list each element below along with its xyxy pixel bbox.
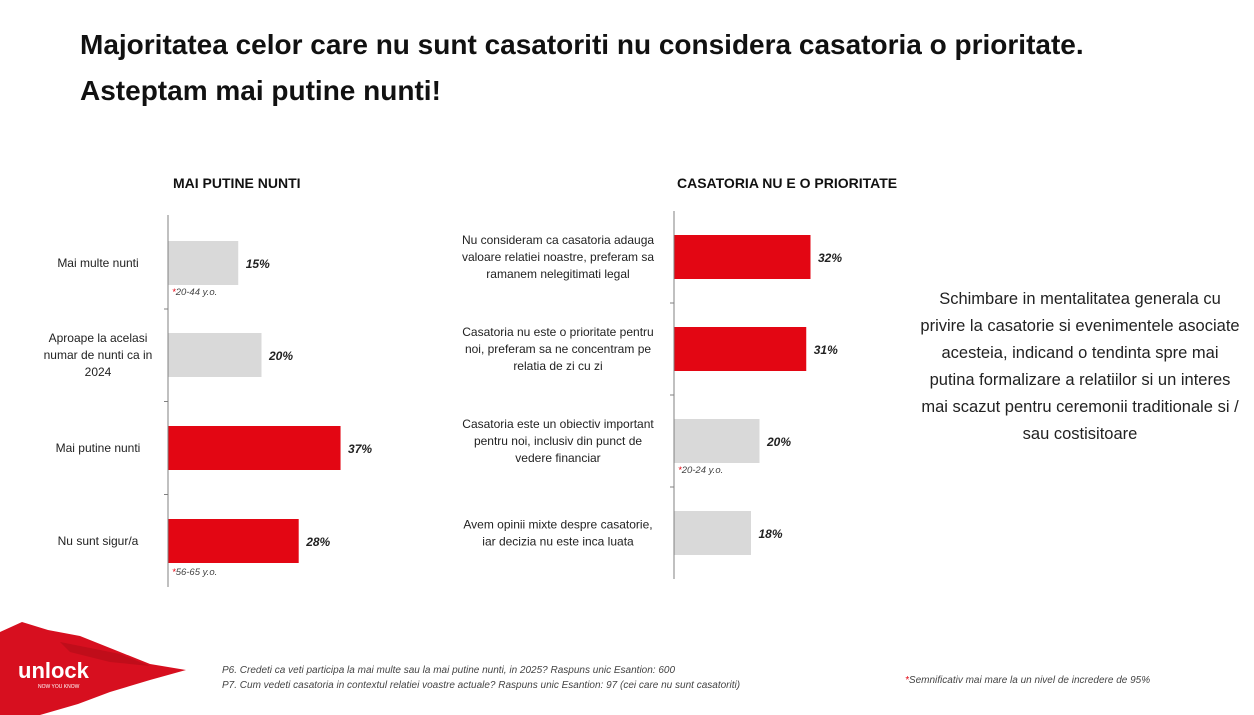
chart-2-title: CASATORIA NU E O PRIORITATE bbox=[677, 175, 898, 191]
chart-casatoria-nu-e-o-prioritate: 32% Nu consideram ca casatoria adauga valo… bbox=[462, 211, 842, 579]
bar bbox=[168, 333, 262, 377]
page-title-line-1: Majoritatea celor care nu sunt casatorit… bbox=[80, 29, 1084, 60]
logo-text: unlock bbox=[18, 658, 90, 683]
bar bbox=[168, 426, 341, 470]
chart-mai-putine-nunti: 15% Mai multe nunti *20-44 y.o. 20% Aproape … bbox=[44, 215, 372, 587]
value-label: 15% bbox=[246, 257, 270, 271]
significance-text: Semnificativ mai mare la un nivel de inc… bbox=[908, 675, 1151, 686]
bar bbox=[168, 519, 299, 563]
significance-annotation: *20-24 y.o. bbox=[678, 465, 723, 476]
bar bbox=[674, 419, 760, 463]
category-label: Casatoria este un obiectiv important pent… bbox=[462, 417, 654, 465]
significance-star: * bbox=[905, 675, 909, 686]
bar bbox=[674, 327, 807, 371]
category-label: Mai multe nunti bbox=[57, 256, 138, 270]
value-label: 18% bbox=[759, 527, 783, 541]
value-label: 28% bbox=[305, 535, 330, 549]
value-label: 20% bbox=[766, 435, 791, 449]
value-label: 32% bbox=[818, 251, 842, 265]
footnote-p7: P7. Cum vedeti casatoria in contextul re… bbox=[222, 680, 741, 691]
footnote-p6: P6. Credeti ca veti participa la mai mul… bbox=[222, 665, 676, 676]
footnotes: P6. Credeti ca veti participa la mai mul… bbox=[222, 663, 740, 693]
significance-annotation: *20-44 y.o. bbox=[172, 287, 217, 298]
category-label: Mai putine nunti bbox=[56, 441, 141, 455]
category-label: Nu sunt sigur/a bbox=[58, 534, 139, 548]
category-label: Nu consideram ca casatoria adauga valoare… bbox=[462, 233, 654, 281]
category-label: Casatoria nu este o prioritate pentru noi… bbox=[462, 325, 653, 373]
bar bbox=[168, 241, 239, 285]
significance-annotation: *56-65 y.o. bbox=[172, 567, 217, 578]
page-title: Majoritatea celor care nu sunt casatorit… bbox=[80, 22, 1200, 114]
value-label: 31% bbox=[814, 343, 838, 357]
logo-tagline: NOW YOU KNOW bbox=[38, 684, 80, 690]
page-title-line-2: Asteptam mai putine nunti! bbox=[80, 75, 441, 106]
category-label: Aproape la acelasi numar de nunti ca in 20… bbox=[44, 331, 153, 379]
side-note: Schimbare in mentalitatea generala cu pr… bbox=[920, 290, 1240, 443]
value-label: 20% bbox=[268, 349, 293, 363]
significance-note: *Semnificativ mai mare la un nivel de in… bbox=[905, 675, 1150, 686]
unlock-logo: unlock NOW YOU KNOW bbox=[0, 622, 186, 715]
bar bbox=[674, 235, 811, 279]
bar bbox=[674, 511, 751, 555]
category-label: Avem opinii mixte despre casatorie, iar d… bbox=[463, 518, 652, 549]
chart-1-title: MAI PUTINE NUNTI bbox=[173, 175, 301, 191]
value-label: 37% bbox=[348, 442, 372, 456]
